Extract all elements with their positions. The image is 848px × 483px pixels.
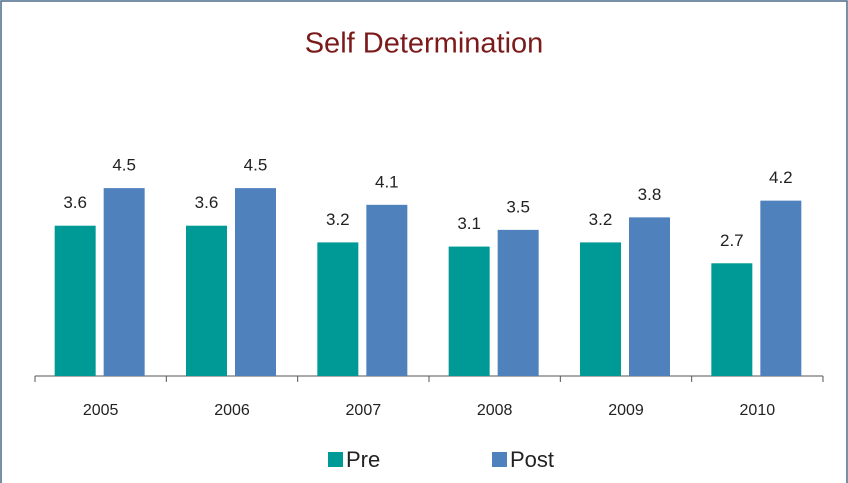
data-label: 4.1	[375, 172, 399, 191]
data-label: 3.1	[457, 214, 481, 233]
legend-swatch	[492, 452, 507, 467]
x-tick-label: 2007	[346, 402, 382, 419]
chart-title: Self Determination	[305, 28, 544, 60]
x-tick-label: 2006	[214, 402, 250, 419]
data-label: 3.5	[506, 197, 530, 216]
data-label: 3.2	[589, 210, 613, 229]
x-tick-label: 2005	[83, 402, 119, 419]
x-tick-label: 2009	[608, 402, 644, 419]
x-tick-label: 2008	[477, 402, 513, 419]
bar	[317, 242, 359, 376]
bar	[760, 200, 802, 376]
data-label: 4.2	[769, 168, 793, 187]
legend-swatch	[328, 452, 343, 467]
bar	[54, 225, 96, 376]
bar	[629, 217, 670, 376]
bar	[103, 188, 145, 376]
data-label: 4.5	[112, 156, 136, 175]
data-label: 4.5	[244, 156, 268, 175]
bar	[448, 246, 490, 376]
data-label: 3.2	[326, 210, 350, 229]
bar	[497, 229, 539, 376]
data-label: 3.6	[63, 193, 87, 212]
legend-label: Post	[510, 447, 554, 472]
bar	[186, 225, 227, 376]
data-label: 3.6	[195, 193, 219, 212]
bar	[235, 188, 276, 376]
data-label: 3.8	[638, 185, 662, 204]
legend-label: Pre	[346, 447, 380, 472]
x-tick-label: 2010	[740, 402, 776, 419]
bar	[366, 204, 408, 376]
bar	[711, 263, 753, 376]
bar	[580, 242, 621, 376]
data-label: 2.7	[720, 231, 744, 250]
